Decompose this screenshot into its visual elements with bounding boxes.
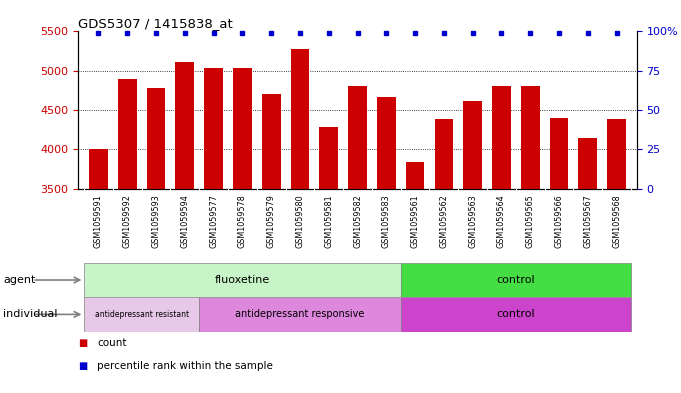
Text: GSM1059563: GSM1059563 <box>468 195 477 248</box>
Bar <box>200 297 400 332</box>
Text: control: control <box>496 275 535 285</box>
Bar <box>176 62 194 189</box>
Bar <box>578 138 597 189</box>
Bar <box>406 162 424 189</box>
Bar <box>84 297 200 332</box>
Text: GSM1059580: GSM1059580 <box>296 195 304 248</box>
Bar <box>84 263 400 297</box>
Text: GSM1059568: GSM1059568 <box>612 195 621 248</box>
Bar <box>400 297 631 332</box>
Text: GSM1059567: GSM1059567 <box>584 195 592 248</box>
Bar <box>319 127 338 189</box>
Bar <box>463 101 482 189</box>
Bar <box>262 94 281 189</box>
Text: GSM1059577: GSM1059577 <box>209 195 218 248</box>
Bar <box>89 149 108 189</box>
Bar <box>492 86 511 189</box>
Bar <box>348 86 367 189</box>
Text: percentile rank within the sample: percentile rank within the sample <box>97 362 273 371</box>
Text: fluoxetine: fluoxetine <box>215 275 270 285</box>
Text: control: control <box>496 309 535 320</box>
Text: GDS5307 / 1415838_at: GDS5307 / 1415838_at <box>78 17 233 30</box>
Text: GSM1059566: GSM1059566 <box>554 195 563 248</box>
Text: GSM1059561: GSM1059561 <box>411 195 419 248</box>
Text: GSM1059592: GSM1059592 <box>123 195 131 248</box>
Text: antidepressant resistant: antidepressant resistant <box>95 310 189 319</box>
Text: ■: ■ <box>78 362 88 371</box>
Bar <box>521 86 539 189</box>
Bar <box>291 49 309 189</box>
Text: GSM1059594: GSM1059594 <box>180 195 189 248</box>
Text: GSM1059583: GSM1059583 <box>382 195 391 248</box>
Text: agent: agent <box>3 275 36 285</box>
Bar <box>434 119 454 189</box>
Bar <box>607 119 626 189</box>
Text: GSM1059564: GSM1059564 <box>497 195 506 248</box>
Bar <box>146 88 165 189</box>
Text: GSM1059593: GSM1059593 <box>152 195 161 248</box>
Text: GSM1059562: GSM1059562 <box>439 195 448 248</box>
Bar <box>204 68 223 189</box>
Text: GSM1059578: GSM1059578 <box>238 195 247 248</box>
Text: GSM1059579: GSM1059579 <box>267 195 276 248</box>
Text: GSM1059582: GSM1059582 <box>353 195 362 248</box>
Text: ■: ■ <box>78 338 88 348</box>
Bar <box>550 118 569 189</box>
Bar <box>118 79 137 189</box>
Bar <box>233 68 252 189</box>
Bar <box>377 97 396 189</box>
Text: count: count <box>97 338 127 348</box>
Text: antidepressant responsive: antidepressant responsive <box>235 309 364 320</box>
Text: GSM1059565: GSM1059565 <box>526 195 535 248</box>
Bar <box>400 263 631 297</box>
Text: GSM1059581: GSM1059581 <box>324 195 333 248</box>
Text: individual: individual <box>3 309 58 320</box>
Text: GSM1059591: GSM1059591 <box>94 195 103 248</box>
